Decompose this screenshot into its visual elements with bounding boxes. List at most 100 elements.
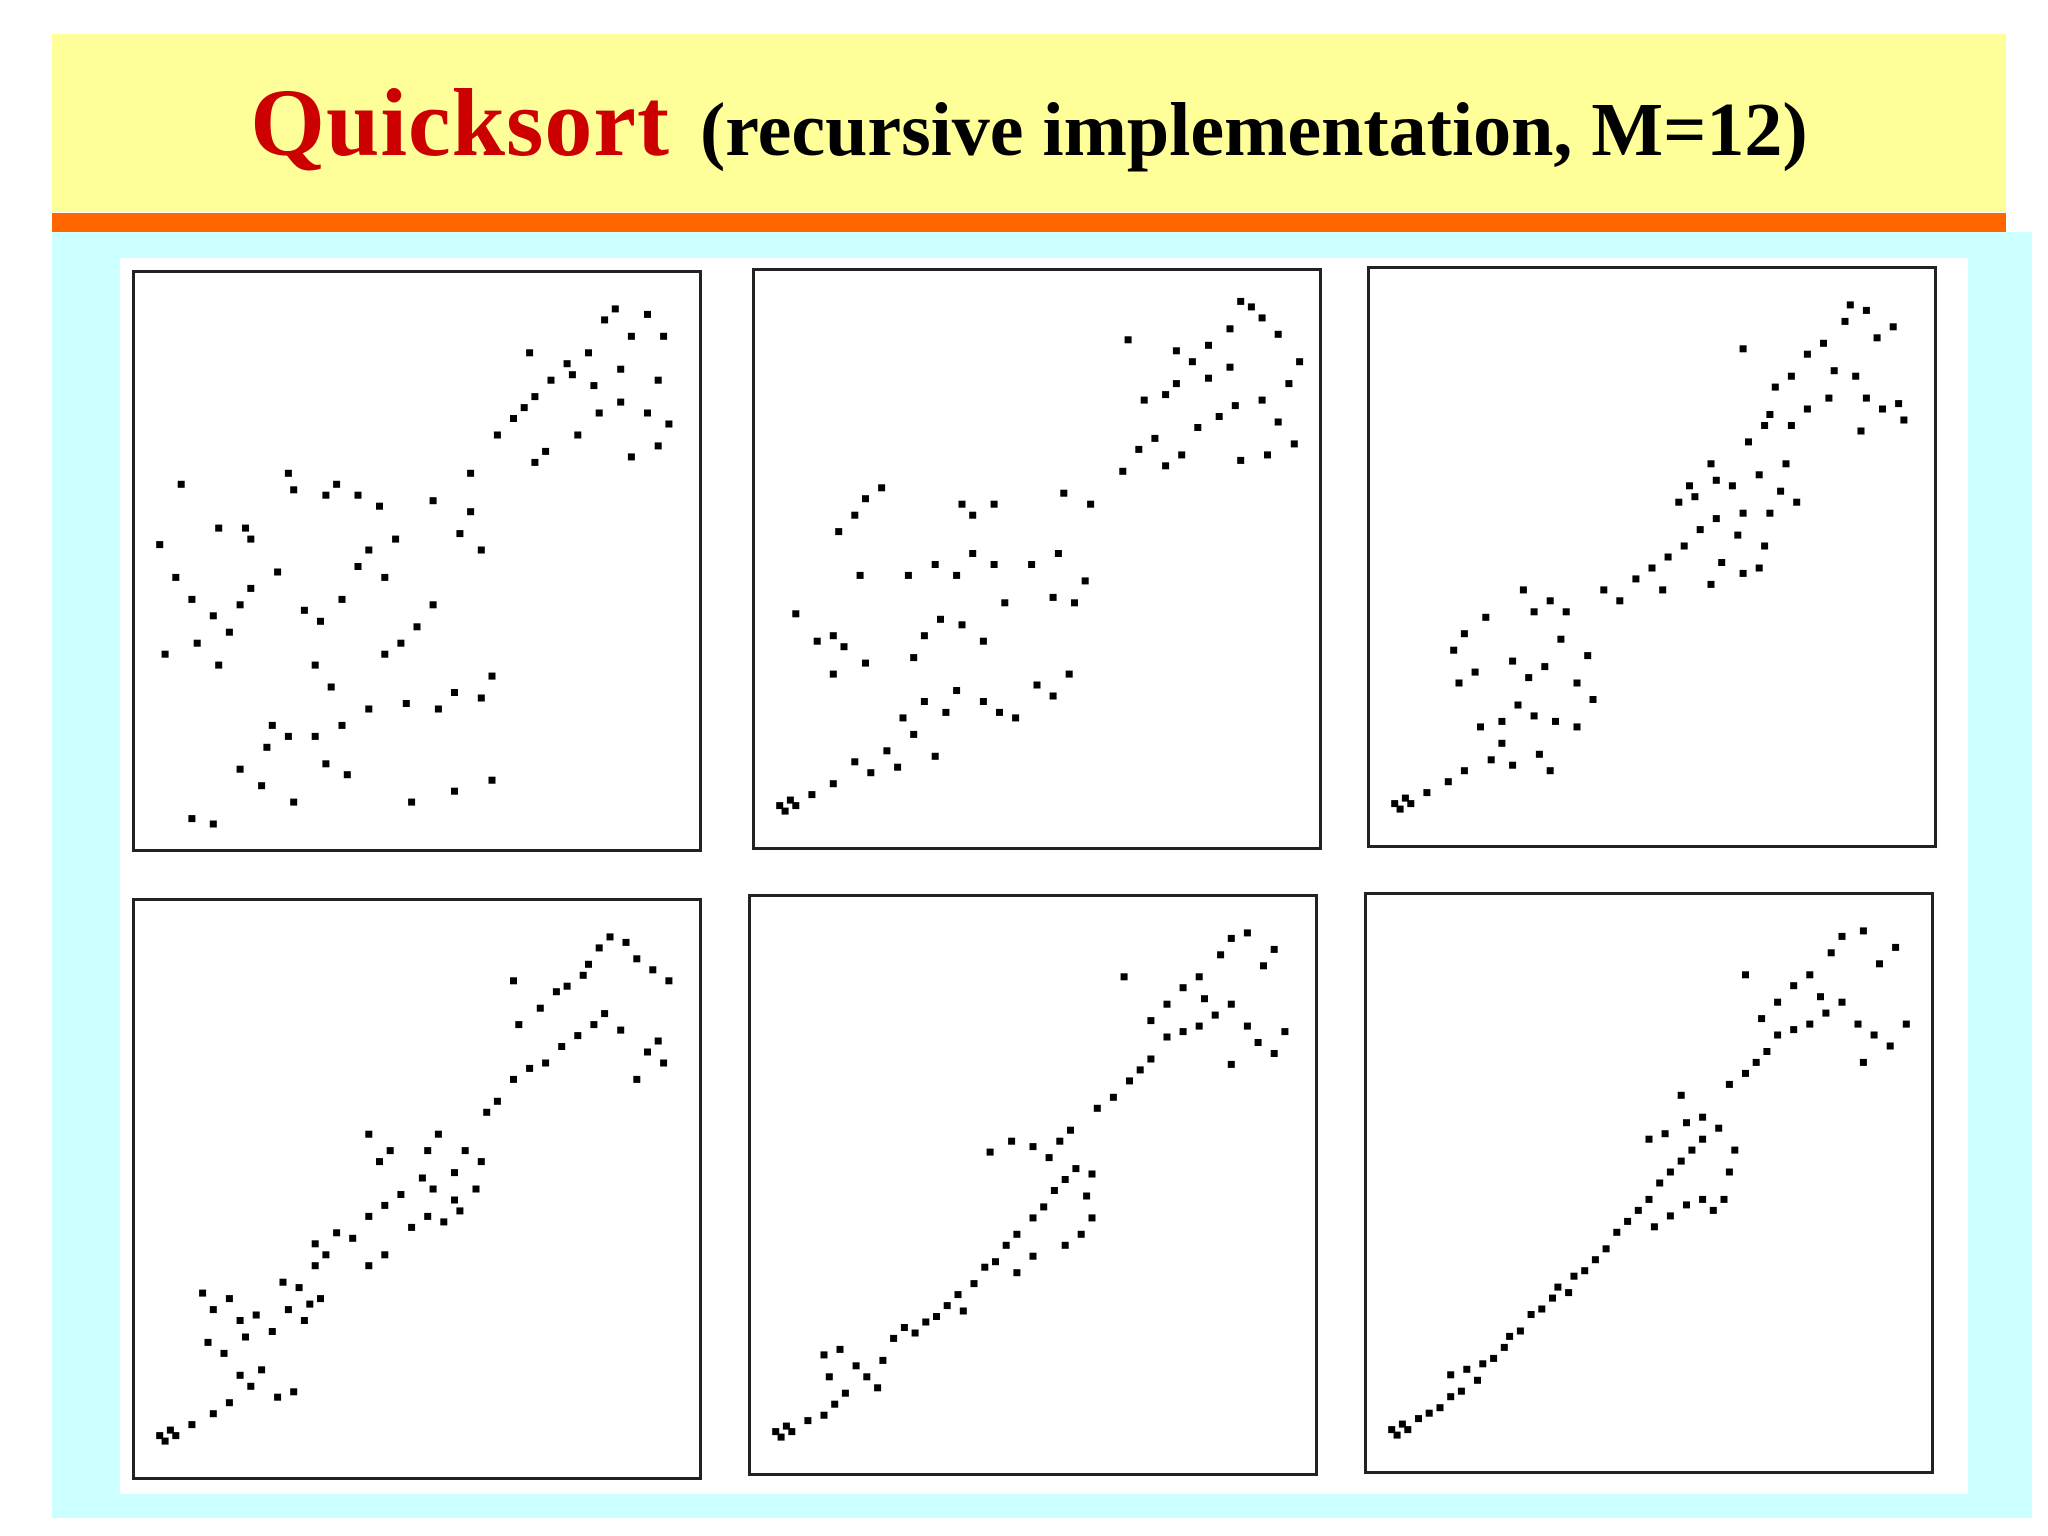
data-point [1852,372,1860,380]
data-point [1659,586,1667,594]
data-point [333,1229,341,1237]
data-point [1270,1050,1278,1057]
data-point [365,705,373,713]
data-point [1838,932,1846,940]
data-point [970,1280,978,1288]
data-point [1506,1332,1514,1340]
data-point [1296,358,1304,366]
data-point [247,535,255,543]
data-point [1787,372,1795,380]
data-point [1071,599,1078,607]
data-point [1088,1170,1096,1178]
data-point [1054,550,1062,557]
data-point [1264,451,1271,459]
data-point [1087,500,1095,508]
data-point [1049,692,1057,700]
data-point [1147,1017,1155,1025]
data-point [1699,1113,1707,1121]
data-point [493,1097,501,1105]
scatter-plot-3 [1391,301,1908,813]
data-point [365,1262,373,1270]
data-point [1226,363,1234,371]
data-point [338,595,346,603]
data-point [1707,460,1715,468]
data-point [1195,973,1203,981]
data-point [1902,1020,1910,1028]
data-point [1699,1135,1707,1143]
data-point [1119,467,1127,475]
data-point [1715,1124,1723,1132]
data-point [408,1223,416,1231]
data-point [258,782,266,790]
data-point [1013,1269,1021,1277]
data-point [665,420,673,428]
data-point [820,1351,828,1359]
data-point [1554,1283,1562,1291]
data-point [1460,767,1468,775]
data-point [274,1393,282,1401]
data-point [1530,608,1538,616]
data-point [1774,998,1782,1006]
data-point [209,612,217,620]
data-point [1761,422,1769,429]
data-point [1407,800,1415,808]
data-point [220,1349,228,1357]
data-point [937,615,944,623]
data-point [209,820,217,828]
data-point [429,601,437,609]
data-point [1546,597,1554,605]
data-point [258,1366,266,1374]
data-point [1172,380,1180,388]
data-point [1490,1354,1498,1362]
data-point [365,546,373,554]
data-point [996,708,1003,716]
data-point [1675,498,1683,506]
scatter-plot-2 [776,297,1304,815]
data-point [1591,1256,1599,1264]
data-point [1162,462,1170,470]
data-point [1862,394,1870,402]
data-point [606,933,614,941]
data-point [601,316,609,324]
data-point [1570,1272,1578,1280]
data-point [1752,1058,1760,1066]
data-point [1447,1371,1455,1379]
data-point [954,1291,962,1299]
data-point [1790,1026,1798,1034]
data-point [547,376,555,384]
data-point [792,802,800,810]
data-point [1393,1431,1401,1439]
data-point [1632,575,1640,583]
data-point [1211,1011,1219,1019]
data-point [510,415,517,422]
data-point [829,780,837,788]
data-point [1742,971,1749,979]
data-point [1136,1066,1144,1074]
data-point [644,1048,651,1056]
data-point [894,763,902,771]
data-point [851,758,859,766]
data-point [284,1306,292,1314]
data-point [343,771,351,779]
data-point [429,1185,437,1193]
data-point [1774,1031,1782,1039]
data-point [317,1295,324,1303]
data-point [1217,951,1225,959]
scatter-panel-2 [752,268,1322,850]
data-point [1258,314,1266,322]
data-point [284,732,292,740]
data-point [1135,445,1143,453]
data-point [1029,1143,1037,1151]
data-point [397,1191,405,1198]
data-point [579,971,587,979]
content-band [52,232,2032,1518]
data-point [1436,1404,1444,1412]
data-point [563,982,571,990]
data-point [1557,635,1565,643]
data-point [1126,1077,1133,1085]
data-point [1012,714,1020,722]
data-point [1254,1039,1262,1046]
data-point [1285,380,1293,388]
data-point [856,571,864,579]
data-point [161,650,169,658]
